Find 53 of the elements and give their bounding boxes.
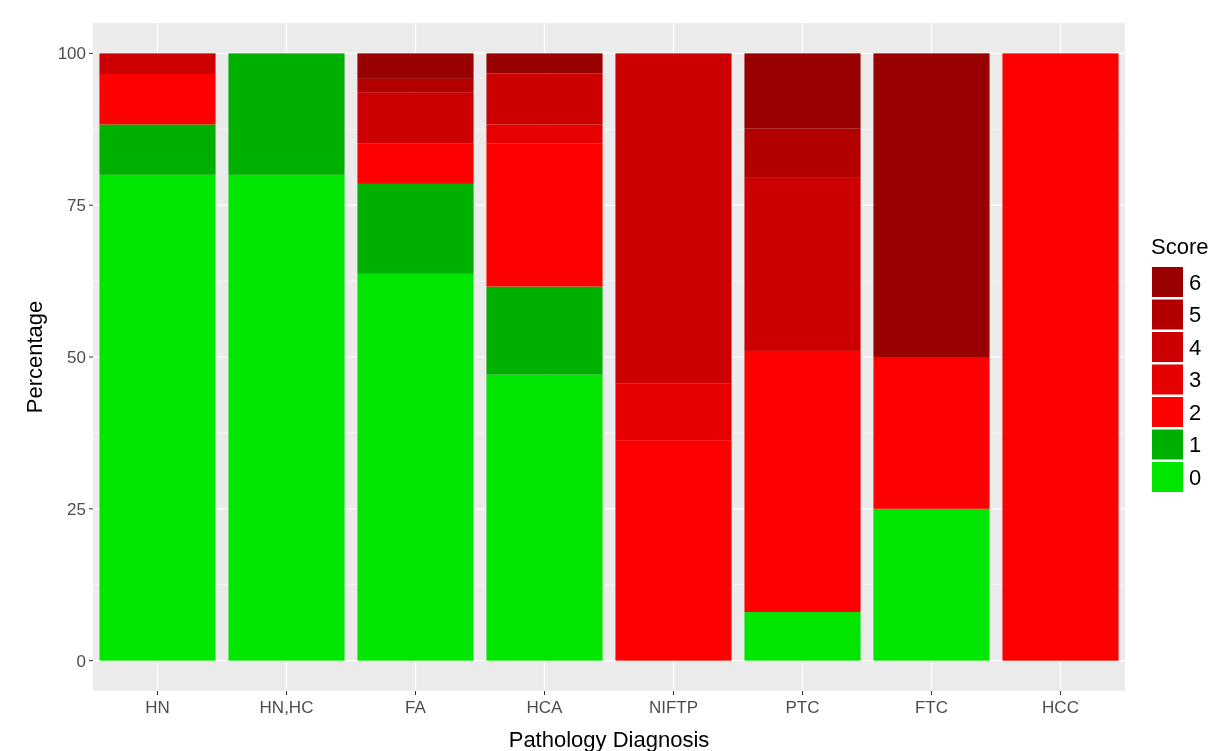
bar — [615, 53, 732, 384]
legend-label: 4 — [1189, 334, 1202, 360]
bar — [357, 273, 474, 661]
bar — [228, 174, 345, 661]
bar — [99, 74, 216, 125]
x-tick-label: HN — [145, 698, 170, 717]
y-tick-label: 50 — [67, 347, 86, 367]
x-axis-title: Pathology Diagnosis — [508, 727, 710, 751]
bar — [486, 143, 603, 287]
bar — [486, 286, 603, 375]
bar — [744, 128, 861, 178]
bar — [486, 374, 603, 661]
y-tick-label: 0 — [76, 651, 86, 671]
bar — [1002, 53, 1119, 661]
y-tick-label: 100 — [57, 44, 86, 64]
bar — [486, 124, 603, 144]
bar — [873, 53, 990, 357]
x-tick-label: HCA — [526, 698, 564, 717]
x-tick-label: HCC — [1042, 698, 1079, 717]
bar — [615, 440, 732, 661]
bar — [357, 143, 474, 184]
bar — [357, 183, 474, 274]
bar — [99, 124, 216, 175]
x-tick-label: HN,HC — [259, 698, 314, 717]
x-tick-label: NIFTP — [648, 698, 699, 717]
bar — [744, 350, 861, 613]
bar — [357, 53, 474, 79]
bar — [357, 78, 474, 93]
y-axis-title: Percentage — [22, 300, 47, 414]
bar — [486, 73, 603, 125]
bar — [873, 508, 990, 661]
y-tick-label: 75 — [67, 196, 86, 216]
x-tick-label: FTC — [914, 698, 949, 717]
legend-label: 6 — [1189, 269, 1202, 295]
legend-label: 3 — [1189, 367, 1202, 393]
legend-label: 0 — [1189, 464, 1202, 490]
legend-title: Score — [1151, 234, 1209, 259]
bar — [744, 612, 861, 661]
bar — [99, 174, 216, 661]
bar — [228, 53, 345, 175]
x-tick-label: FA — [405, 698, 427, 717]
bar — [744, 53, 861, 129]
bar — [357, 92, 474, 144]
legend-label: 5 — [1189, 302, 1202, 328]
y-tick-label: 25 — [67, 499, 86, 519]
bar — [99, 53, 216, 75]
x-tick-label: PTC — [785, 698, 820, 717]
legend-label: 1 — [1189, 432, 1202, 458]
legend-label: 2 — [1189, 399, 1202, 425]
bar — [486, 53, 603, 74]
bar — [615, 383, 732, 441]
bar — [873, 357, 990, 509]
bar — [744, 177, 861, 351]
